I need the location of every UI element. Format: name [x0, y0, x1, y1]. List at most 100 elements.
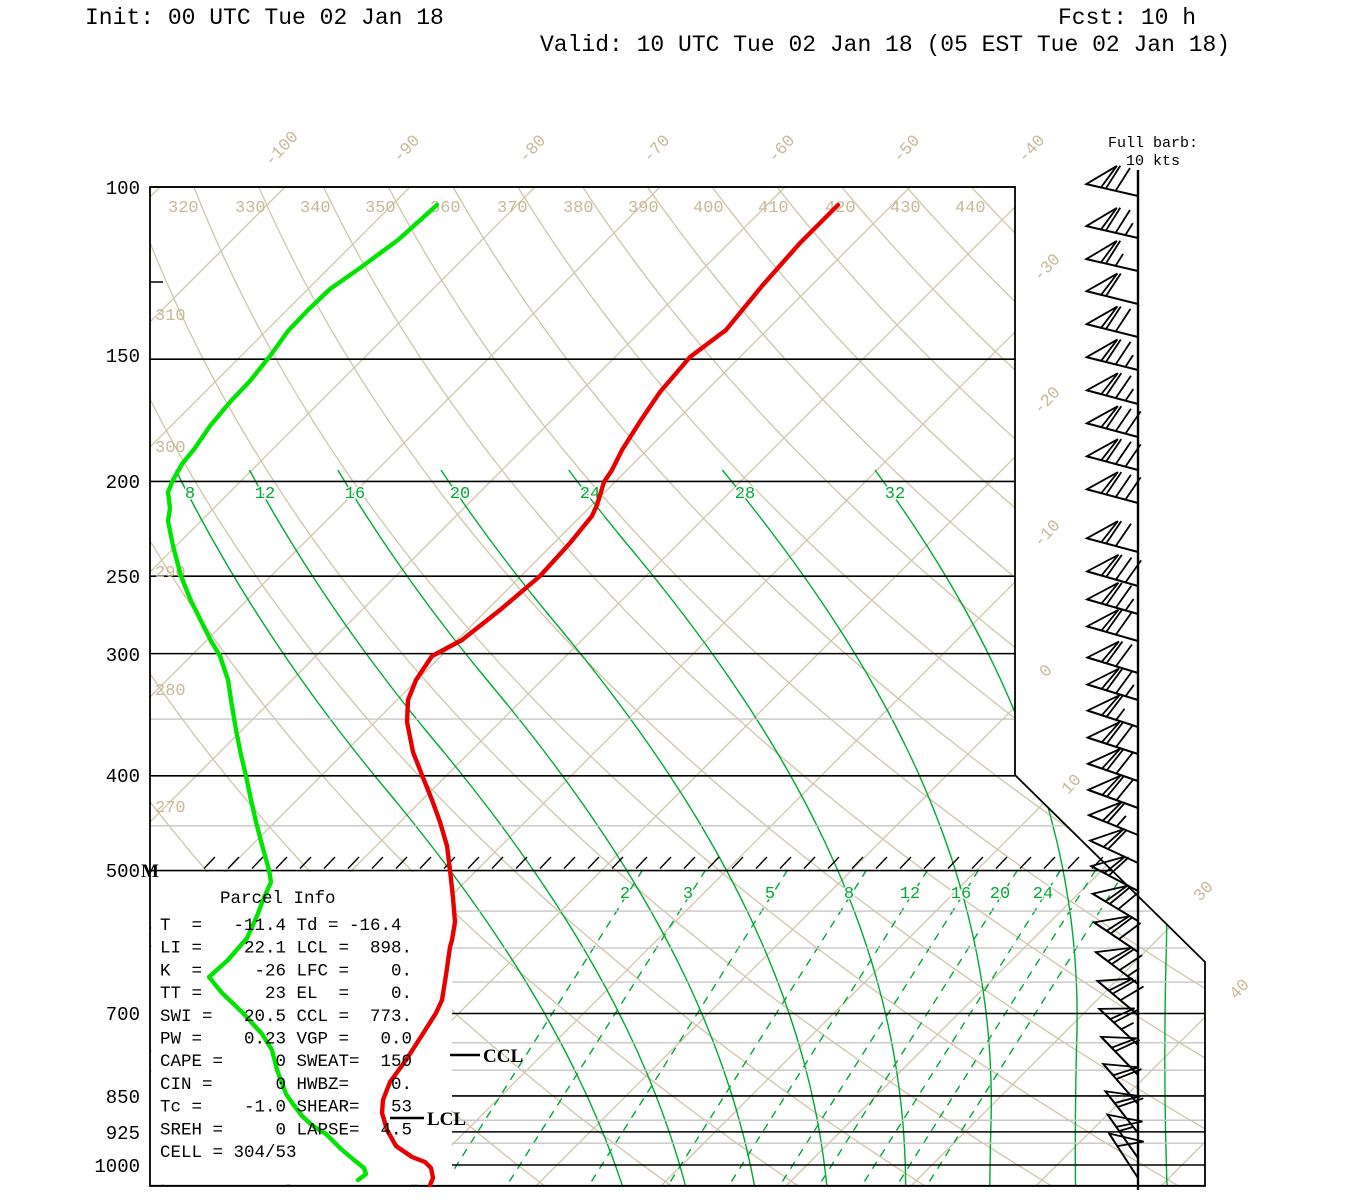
- wind-barb-full: [1115, 557, 1133, 581]
- dry-adiabat-label: 330: [235, 199, 266, 218]
- level-markers: M CCL LCL: [141, 861, 523, 1130]
- wind-barb-pennant: [1084, 272, 1119, 296]
- 500mb-hatch-tick: [539, 856, 552, 869]
- wind-barb-full: [1105, 207, 1122, 232]
- wind-barb-full: [1107, 829, 1128, 850]
- wind-barb-full: [1115, 778, 1135, 801]
- 500mb-hatch-tick: [947, 856, 960, 869]
- wind-barb-pennant: [1086, 801, 1123, 822]
- isotherm-line: [910, 187, 1205, 1186]
- wind-barb: [1083, 207, 1139, 239]
- wind-barb-full: [1115, 724, 1134, 748]
- wind-barb: [1090, 884, 1140, 922]
- wind-barb-pennant: [1084, 520, 1119, 544]
- wind-barb-half: [1115, 815, 1127, 827]
- 500mb-hatch-tick: [467, 856, 480, 869]
- wind-barb-full: [1115, 375, 1132, 399]
- barb-legend-line2: 10 kts: [1126, 153, 1180, 170]
- wind-barb-full: [1114, 308, 1132, 332]
- isotherm-label: -30: [1030, 251, 1065, 286]
- wind-barb-pennant: [1091, 915, 1130, 932]
- wind-barb-pennant: [1083, 165, 1118, 189]
- dry-adiabat-label: 300: [155, 439, 186, 458]
- pressure-axis-labels: 100 150 200 250 300 400 500 700 850 925 1000: [94, 178, 140, 1178]
- wind-barb: [1083, 240, 1139, 272]
- wind-barb: [1101, 1062, 1142, 1105]
- parcel-info-backdrop: [151, 872, 452, 1184]
- mixing-ratio-label: 16: [951, 885, 971, 904]
- moist-adiabat-line: [1024, 469, 1168, 1186]
- 500mb-hatch-tick: [587, 856, 600, 869]
- moist-adiabat-line: [248, 469, 687, 1186]
- wind-barb-pennant: [1084, 438, 1119, 462]
- 500mb-hatch-tick: [875, 856, 888, 869]
- ccl-marker-label: CCL: [483, 1046, 523, 1067]
- wind-barb-pennant: [1084, 609, 1120, 632]
- isotherm-label: -50: [890, 132, 925, 167]
- 500mb-hatch-tick: [371, 856, 384, 869]
- parcel-info-row: Tc = -1.0 SHEAR= 53: [160, 1098, 412, 1118]
- sounding-traces: [165, 202, 841, 1188]
- dry-adiabat-label: 340: [300, 199, 331, 218]
- isotherm-line: [785, 187, 1205, 1186]
- pressure-axis-label: 850: [106, 1087, 140, 1109]
- mixing-ratio-label: 8: [844, 885, 854, 904]
- wind-barb: [1084, 405, 1142, 438]
- wind-barb: [1084, 372, 1139, 405]
- wind-barb: [1083, 165, 1139, 197]
- wind-barb-pennant: [1098, 1035, 1137, 1049]
- mixing-ratio-label: 20: [990, 885, 1010, 904]
- wind-barb-full: [1105, 520, 1123, 544]
- wind-barb: [1084, 640, 1139, 674]
- dry-adiabat-line: [582, 187, 1205, 1186]
- moist-adiabat-label: 16: [345, 485, 365, 504]
- isotherm-label: -90: [390, 132, 425, 167]
- wind-barb-half: [1124, 388, 1135, 402]
- init-time-label: Init: 00 UTC Tue 02 Jan 18: [85, 5, 444, 31]
- parcel-info-block: Parcel Info T = -11.4 Td = -16.4 LI = 22.1…: [160, 889, 412, 1163]
- pressure-axis-label: 500: [106, 861, 140, 883]
- wind-barb-pennant: [1084, 405, 1119, 429]
- isotherm-label: 10: [1058, 771, 1086, 799]
- wind-barb-half: [1114, 253, 1124, 267]
- mixing-ratio-line: [818, 869, 1019, 1186]
- wind-barb: [1085, 694, 1139, 728]
- 500mb-hatch-tick: [1067, 856, 1080, 869]
- wind-barb-full: [1118, 922, 1142, 940]
- moist-adiabat-line: [568, 469, 907, 1186]
- pressure-axis-label: 100: [106, 178, 140, 200]
- wind-barb-full: [1124, 443, 1142, 468]
- wind-barb: [1087, 828, 1139, 864]
- wind-barb-full: [1114, 167, 1131, 192]
- wind-barb: [1084, 305, 1139, 338]
- barb-legend-line1: Full barb:: [1108, 135, 1198, 152]
- wind-barb-full: [1113, 1009, 1139, 1024]
- wind-barb-full: [1124, 559, 1142, 583]
- wind-barb-pennant: [1103, 1090, 1141, 1105]
- wind-barb-full: [1115, 441, 1132, 465]
- wind-barb-full: [1115, 643, 1133, 667]
- 500mb-hatch-tick: [299, 856, 312, 869]
- dry-adiabat-line: [1165, 187, 1205, 1186]
- isotherm-line: [150, 187, 411, 1186]
- wind-barb: [1103, 1090, 1144, 1134]
- wind-barb: [1096, 1007, 1139, 1046]
- wind-barb-pennant: [1083, 207, 1118, 231]
- wind-barb-full: [1115, 474, 1132, 498]
- forecast-hour-label: Fcst: 10 h: [1058, 5, 1196, 31]
- wind-barb-full: [1115, 408, 1132, 432]
- wind-barb-pennant: [1105, 1113, 1143, 1128]
- wind-barb-full: [1105, 641, 1124, 664]
- pressure-axis-label: 925: [106, 1123, 140, 1145]
- 500mb-hatch-tick: [323, 856, 336, 869]
- dry-adiabat-label: 410: [758, 199, 789, 218]
- 500mb-hatch-tick: [395, 856, 408, 869]
- isotherm-line: [150, 187, 661, 1186]
- isotherm-label: -100: [262, 128, 304, 171]
- mixing-ratio-label: 3: [683, 885, 693, 904]
- 500mb-hatch-tick: [347, 856, 360, 869]
- wind-barb-full: [1106, 801, 1126, 824]
- dry-adiabat-label: 380: [563, 199, 594, 218]
- dry-adiabat-line: [970, 187, 1205, 1186]
- isotherm-line: [660, 187, 1205, 1186]
